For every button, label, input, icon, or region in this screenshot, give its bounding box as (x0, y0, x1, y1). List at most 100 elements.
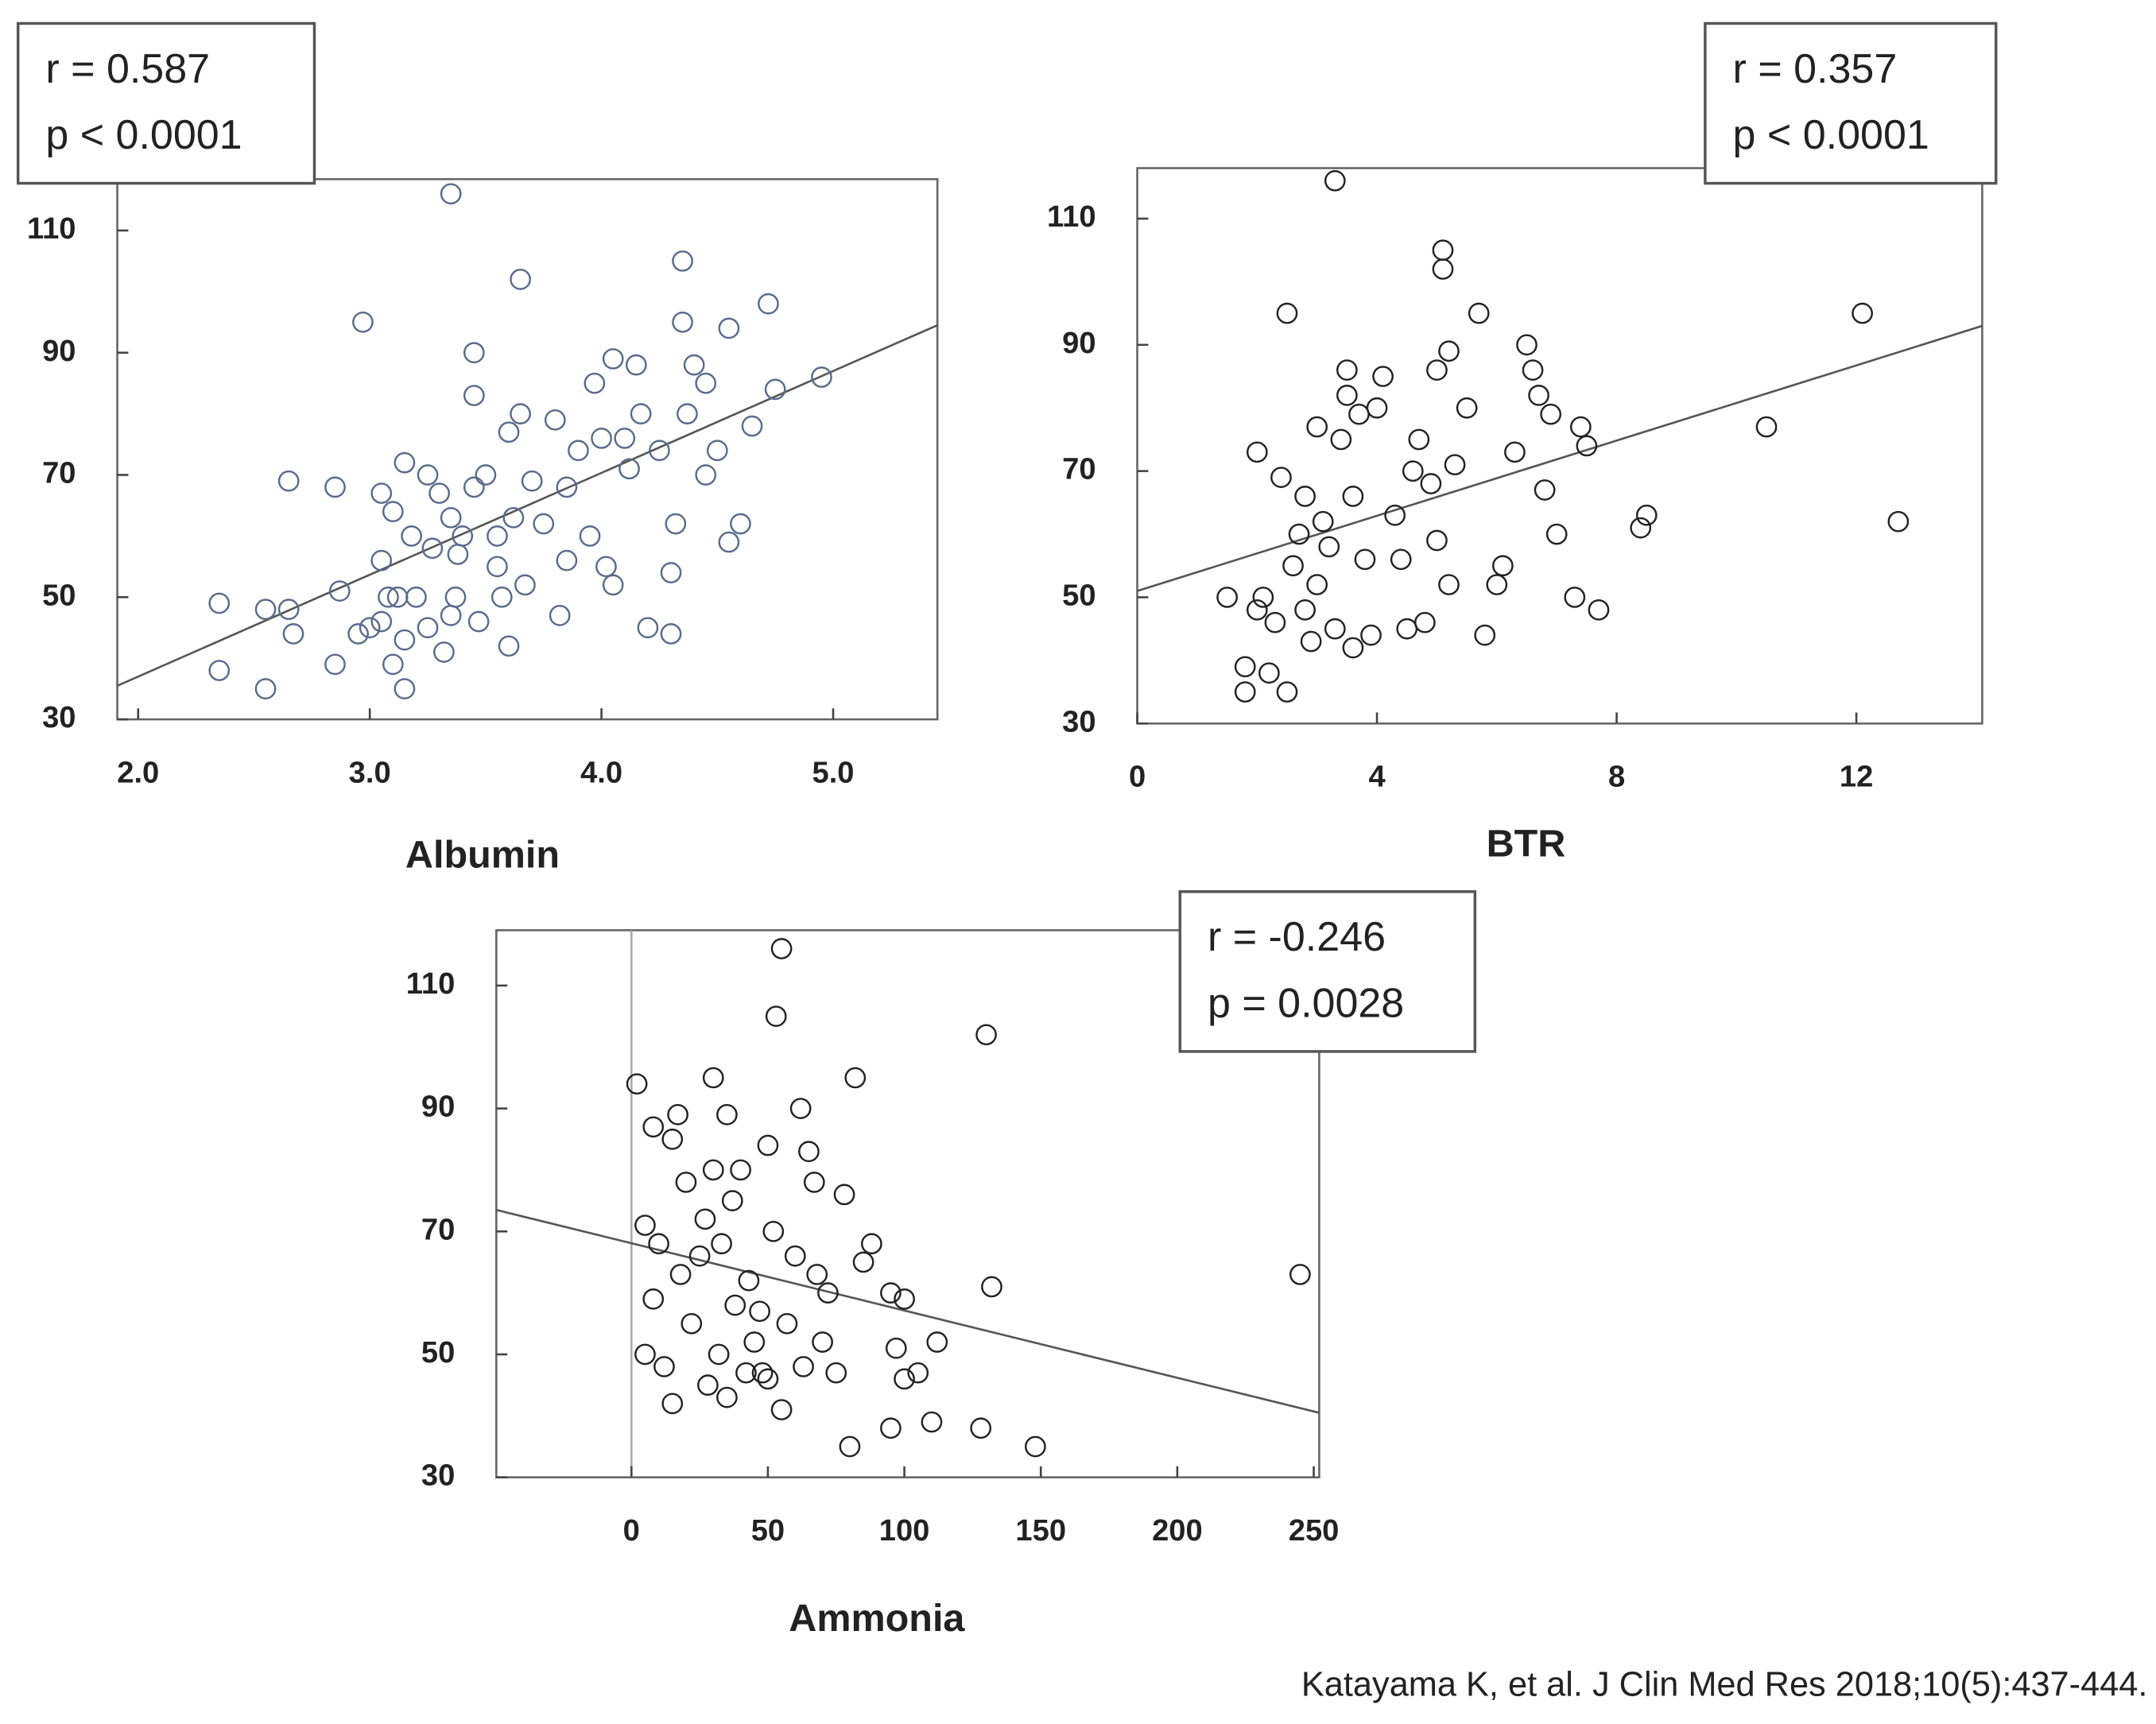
point (648, 1233, 669, 1255)
point (1342, 637, 1364, 659)
point (1312, 510, 1334, 533)
point (861, 1233, 882, 1255)
point (672, 250, 693, 272)
annotation-box (16, 21, 316, 185)
point (626, 1073, 648, 1095)
point (1282, 555, 1304, 577)
y-tick-label: 70 (421, 1212, 455, 1246)
point (757, 1368, 779, 1390)
y-tick-label: 70 (42, 456, 76, 490)
point (833, 1184, 855, 1206)
point (1330, 428, 1352, 451)
point (675, 1172, 697, 1193)
y-tick-label: 110 (1047, 200, 1096, 234)
point (669, 1264, 692, 1285)
x-axis-label: Albumin (405, 833, 560, 876)
point (595, 556, 617, 578)
point (549, 604, 571, 626)
point (463, 385, 485, 406)
point (440, 506, 462, 529)
point (1564, 587, 1586, 608)
point (618, 458, 640, 480)
point (491, 586, 513, 608)
point (762, 1220, 785, 1242)
point (665, 513, 687, 535)
point (521, 470, 543, 492)
point (688, 1245, 711, 1267)
point (401, 525, 422, 547)
point (642, 1116, 665, 1138)
x-tick-label: 5.0 (812, 755, 855, 789)
point (1414, 611, 1436, 633)
point (440, 604, 462, 626)
x-tick-label: 0 (1129, 760, 1146, 794)
point (467, 610, 490, 633)
point (825, 1362, 847, 1384)
point (1468, 302, 1490, 324)
point (1755, 416, 1778, 438)
point (1474, 624, 1496, 646)
point (1420, 473, 1442, 494)
point (421, 537, 444, 560)
point (716, 1103, 738, 1125)
point (661, 1128, 684, 1150)
point (1276, 681, 1298, 703)
point (894, 1368, 915, 1390)
point (702, 1067, 724, 1089)
y-tick-label: 30 (42, 700, 76, 734)
point (757, 1134, 779, 1156)
point (702, 1159, 724, 1181)
point (1300, 630, 1322, 653)
point (1540, 403, 1562, 425)
point (324, 653, 346, 676)
point (378, 586, 399, 608)
citation: Katayama K, et al. J Clin Med Res 2018;1… (1301, 1666, 2148, 1704)
point (498, 635, 520, 657)
point (440, 183, 462, 205)
point (487, 556, 508, 578)
point (1294, 486, 1316, 507)
y-tick-label: 30 (1062, 704, 1095, 738)
point (749, 1300, 770, 1323)
point (751, 1362, 774, 1384)
point (208, 592, 231, 614)
y-tick-label: 70 (1062, 452, 1095, 486)
point (1432, 239, 1454, 262)
point (1492, 555, 1514, 577)
point (463, 476, 485, 498)
point (894, 1288, 915, 1310)
y-tick-label: 30 (421, 1459, 455, 1493)
point (1438, 574, 1460, 595)
point (1264, 611, 1286, 633)
x-tick-label: 4.0 (580, 755, 622, 789)
point (793, 1356, 814, 1377)
y-tick-label: 110 (406, 967, 456, 1001)
x-tick-label: 0 (623, 1513, 640, 1548)
point (1516, 334, 1538, 356)
point (475, 464, 497, 486)
point (417, 464, 439, 486)
point (1504, 441, 1526, 463)
point (812, 1331, 833, 1353)
point (844, 1067, 867, 1089)
point (444, 586, 467, 608)
point (452, 525, 474, 547)
point (428, 482, 450, 504)
point (1486, 574, 1508, 595)
x-axis-label: BTR (1487, 822, 1566, 865)
point (738, 1269, 760, 1292)
point (1234, 656, 1256, 678)
point (880, 1417, 902, 1439)
point (208, 660, 231, 681)
point (556, 476, 578, 498)
point (811, 366, 832, 388)
point (447, 544, 469, 565)
point (667, 1103, 688, 1125)
point (975, 1024, 997, 1046)
point (1306, 574, 1328, 595)
point (277, 599, 300, 621)
point (1216, 587, 1238, 608)
point (1588, 599, 1610, 621)
x-tick-label: 2.0 (117, 755, 159, 789)
point (681, 1312, 703, 1335)
